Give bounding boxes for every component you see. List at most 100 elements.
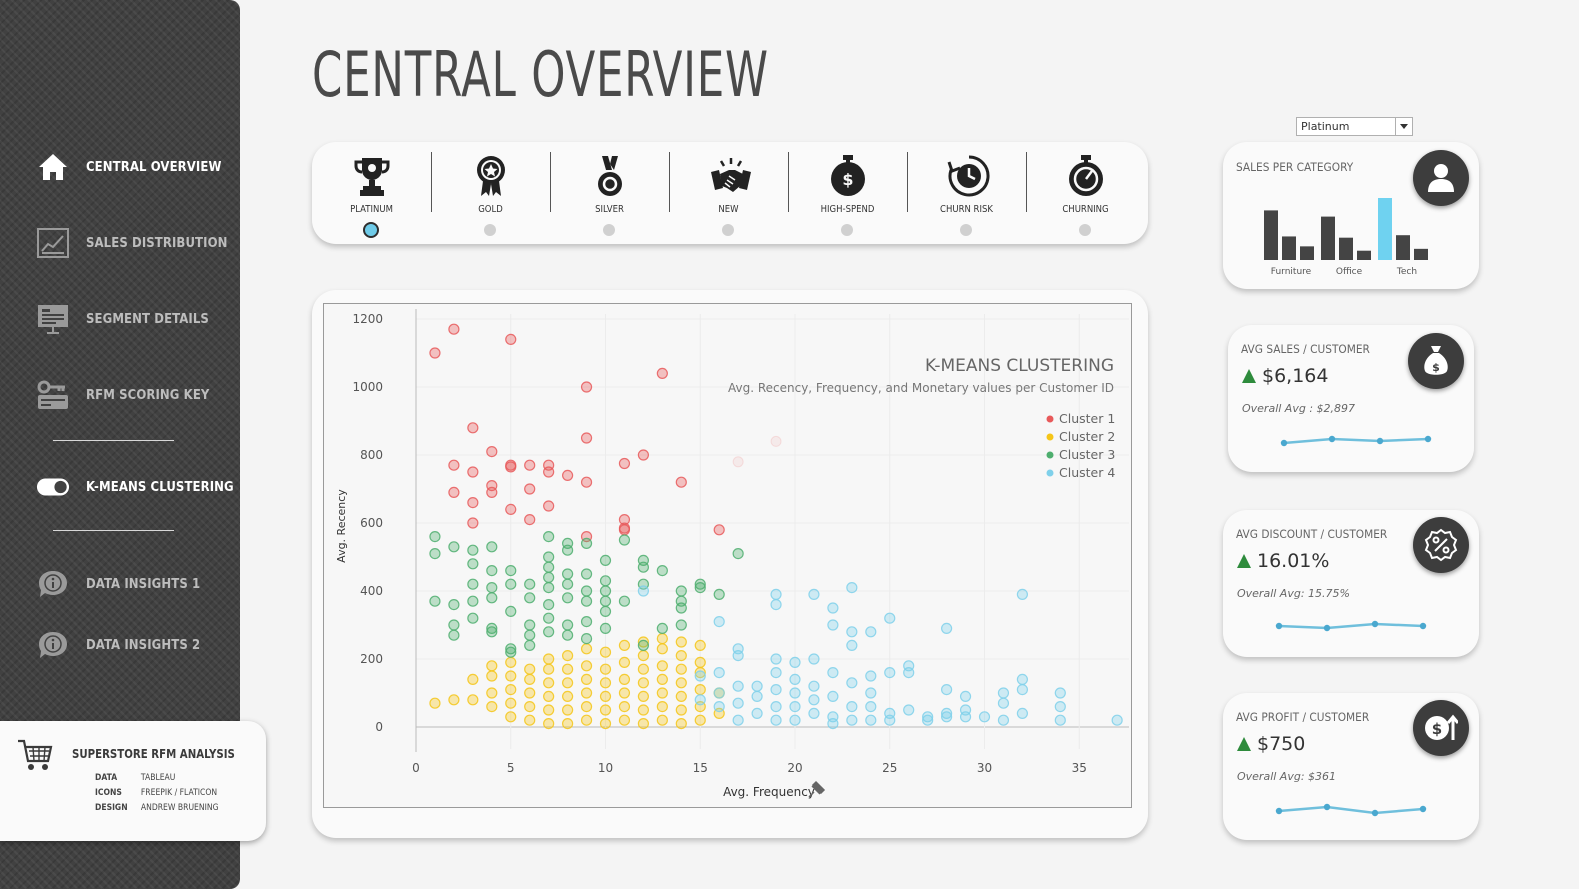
sidebar-item-data-insights-1[interactable]: DATA INSIGHTS 1 — [36, 567, 200, 601]
scatter-point[interactable] — [675, 704, 687, 716]
scatter-point[interactable] — [486, 486, 498, 498]
segment-radio[interactable] — [841, 224, 853, 236]
scatter-point[interactable] — [997, 687, 1010, 699]
scatter-point[interactable] — [770, 684, 782, 696]
k-means-scatter-plot[interactable]: 0 200 400 600 800 1000 1200 0 5 10 15 20 25 30 35 K-ME… — [324, 304, 1133, 809]
scatter-point[interactable] — [505, 684, 517, 696]
scatter-point[interactable] — [865, 687, 877, 699]
scatter-point[interactable] — [486, 622, 498, 634]
category-bar[interactable] — [1282, 236, 1296, 260]
scatter-point[interactable] — [467, 595, 479, 607]
sales-sparkline[interactable] — [1278, 425, 1434, 450]
scatter-point[interactable] — [580, 595, 593, 607]
scatter-point[interactable] — [770, 701, 782, 713]
scatter-point[interactable] — [637, 718, 649, 730]
category-bar[interactable] — [1300, 246, 1314, 260]
segment-radio[interactable] — [363, 222, 379, 238]
sidebar-item-k-means-clustering[interactable]: K-MEANS CLUSTERING — [36, 470, 234, 504]
scatter-point[interactable] — [903, 667, 915, 679]
scatter-point[interactable] — [505, 461, 517, 473]
scatter-point[interactable] — [486, 592, 498, 604]
scatter-point[interactable] — [524, 483, 536, 495]
scatter-point[interactable] — [637, 650, 649, 662]
category-bar-chart[interactable]: Furniture Office Tech — [1223, 142, 1479, 289]
scatter-point[interactable] — [713, 667, 725, 679]
scatter-point[interactable] — [770, 667, 782, 679]
scatter-point[interactable] — [505, 503, 517, 515]
scatter-point[interactable] — [580, 673, 593, 685]
scatter-point[interactable] — [789, 714, 801, 726]
scatter-point[interactable] — [580, 643, 593, 655]
scatter-point[interactable] — [732, 548, 744, 560]
scatter-point[interactable] — [694, 578, 706, 590]
scatter-point[interactable] — [713, 701, 725, 713]
segment-new[interactable]: NEW — [669, 142, 788, 244]
scatter-point[interactable] — [656, 714, 668, 726]
scatter-point[interactable] — [637, 690, 649, 702]
scatter-point[interactable] — [808, 694, 820, 706]
scatter-point[interactable] — [940, 707, 953, 719]
scatter-point[interactable] — [467, 578, 479, 590]
scatter-point[interactable] — [429, 595, 441, 607]
scatter-point[interactable] — [543, 551, 555, 563]
scatter-point[interactable] — [959, 711, 972, 723]
profit-sparkline[interactable] — [1273, 793, 1429, 818]
scatter-point[interactable] — [637, 636, 649, 648]
scatter-point[interactable] — [618, 701, 631, 713]
sparkline-point[interactable] — [1371, 809, 1379, 817]
scatter-point[interactable] — [675, 602, 687, 614]
scatter-point[interactable] — [713, 616, 725, 628]
scatter-point[interactable] — [486, 582, 498, 594]
sparkline-point[interactable] — [1424, 435, 1432, 443]
scatter-point[interactable] — [599, 575, 612, 587]
scatter-point[interactable] — [562, 663, 574, 675]
scatter-point[interactable] — [562, 469, 574, 481]
scatter-point-faded[interactable] — [732, 456, 744, 468]
category-bar[interactable] — [1396, 235, 1410, 260]
sparkline-point[interactable] — [1419, 622, 1427, 630]
scatter-point[interactable] — [524, 629, 536, 641]
scatter-point[interactable] — [846, 626, 858, 638]
scatter-point[interactable] — [580, 585, 593, 597]
scatter-point[interactable] — [637, 663, 649, 675]
scatter-point[interactable] — [543, 612, 555, 624]
scatter-point[interactable] — [865, 701, 877, 713]
scatter-point[interactable] — [713, 524, 725, 536]
scatter-point[interactable] — [1016, 707, 1029, 719]
scatter-point[interactable] — [656, 660, 668, 672]
sparkline-point[interactable] — [1328, 435, 1336, 443]
scatter-point[interactable] — [448, 459, 460, 471]
scatter-point[interactable] — [637, 677, 649, 689]
scatter-point[interactable] — [448, 486, 460, 498]
scatter-point[interactable] — [675, 650, 687, 662]
scatter-point[interactable] — [789, 687, 801, 699]
scatter-point[interactable] — [789, 701, 801, 713]
scatter-point[interactable] — [543, 561, 555, 573]
scatter-point[interactable] — [486, 660, 498, 672]
scatter-point[interactable] — [448, 694, 460, 706]
segment-radio[interactable] — [722, 224, 734, 236]
scatter-point[interactable] — [940, 684, 953, 696]
scatter-point[interactable] — [732, 697, 744, 709]
scatter-point[interactable] — [884, 714, 896, 726]
scatter-point[interactable] — [827, 667, 839, 679]
scatter-point[interactable] — [467, 694, 479, 706]
scatter-point[interactable] — [562, 650, 574, 662]
segment-gold[interactable]: GOLD — [431, 142, 550, 244]
scatter-point[interactable] — [580, 476, 593, 488]
scatter-point[interactable] — [543, 466, 555, 478]
scatter-point[interactable] — [486, 541, 498, 553]
scatter-point[interactable] — [713, 588, 725, 600]
scatter-point[interactable] — [940, 622, 953, 634]
scatter-point[interactable] — [562, 544, 574, 556]
scatter-point[interactable] — [524, 663, 536, 675]
scatter-point[interactable] — [694, 714, 706, 726]
scatter-point[interactable] — [543, 677, 555, 689]
pin-icon[interactable] — [808, 780, 826, 798]
scatter-point[interactable] — [505, 605, 517, 617]
scatter-point[interactable] — [599, 663, 612, 675]
scatter-point[interactable] — [618, 687, 631, 699]
scatter-point[interactable] — [505, 578, 517, 590]
scatter-point[interactable] — [505, 643, 517, 655]
scatter-point[interactable] — [429, 347, 441, 359]
